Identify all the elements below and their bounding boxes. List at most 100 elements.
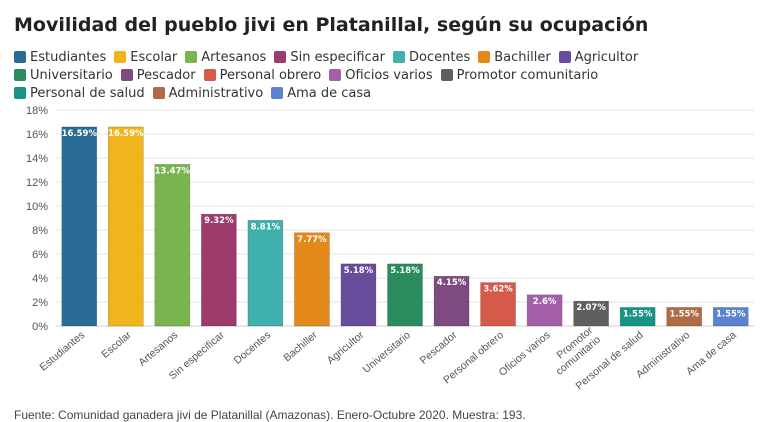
value-labels: 16.59% 16.59% 13.47% 9.32% 8.81% 7.77% 5.18% 5.… <box>62 129 746 319</box>
legend: Estudiantes Escolar Artesanos Sin especific… <box>14 49 714 101</box>
y-tick-label: 8% <box>32 225 48 237</box>
legend-swatch <box>271 87 284 99</box>
bar-sin-especificar[interactable] <box>201 213 237 327</box>
y-tick-label: 16% <box>26 129 48 141</box>
bar-pescador[interactable] <box>433 275 470 327</box>
legend-swatch <box>393 51 405 63</box>
value-label: 1.55% <box>716 309 746 319</box>
legend-swatch <box>558 51 571 63</box>
legend-item-artesanos[interactable]: Artesanos <box>185 49 266 65</box>
legend-item-escolar[interactable]: Escolar <box>114 49 177 65</box>
legend-label: Estudiantes <box>30 49 107 65</box>
bar-administrativo[interactable] <box>666 307 703 327</box>
legend-item-personal-de-salud[interactable]: Personal de salud <box>14 85 145 101</box>
legend-swatch <box>274 51 287 63</box>
legend-item-estudiantes[interactable]: Estudiantes <box>14 49 106 65</box>
legend-label: Personal obrero <box>219 67 322 83</box>
legend-label: Ama de casa <box>287 85 372 101</box>
legend-label: Promotor comunitario <box>456 67 599 83</box>
legend-swatch <box>440 69 453 81</box>
y-tick-label: 0% <box>32 321 48 333</box>
x-tick-label: Bachiller <box>281 329 320 364</box>
value-label: 13.47% <box>155 166 191 176</box>
legend-item-sin-especificar[interactable]: Sin especificar <box>274 49 385 65</box>
legend-item-oficios-varios[interactable]: Oficios varios <box>329 67 433 83</box>
value-label: 2.6% <box>533 297 557 307</box>
bar-ama-de-casa[interactable] <box>712 307 749 327</box>
y-tick-label: 2% <box>32 297 48 309</box>
legend-item-pescador[interactable]: Pescador <box>120 67 196 83</box>
legend-swatch <box>203 69 216 81</box>
legend-label: Sin especificar <box>290 49 385 65</box>
x-tick-label: Estudiantes <box>37 329 87 373</box>
value-label: 2.07% <box>576 303 606 313</box>
x-tick-label: Escolar <box>99 329 134 361</box>
value-label: 16.59% <box>108 129 144 139</box>
x-tick-label: Oficios varios <box>497 329 553 379</box>
legend-item-administrativo[interactable]: Administrativo <box>152 85 264 101</box>
legend-label: Artesanos <box>201 49 267 65</box>
value-label: 9.32% <box>204 216 234 226</box>
legend-item-personal-obrero[interactable]: Personal obrero <box>203 67 322 83</box>
x-tick-label: Universitario <box>361 329 414 376</box>
legend-swatch <box>478 51 491 63</box>
bar-agricultor[interactable] <box>340 263 377 327</box>
y-tick-label: 12% <box>26 177 48 189</box>
source-footnote: Fuente: Comunidad ganadera jivi de Plata… <box>14 408 526 422</box>
bar-promotor-comunitario[interactable] <box>573 300 609 327</box>
value-label: 7.77% <box>297 235 327 245</box>
value-label: 5.18% <box>390 266 420 276</box>
bar-oficios-varios[interactable] <box>526 294 563 327</box>
legend-item-docentes[interactable]: Docentes <box>393 49 470 65</box>
value-label: 5.18% <box>344 266 374 276</box>
value-label: 4.15% <box>437 278 467 288</box>
bar-personal-de-salud[interactable] <box>619 307 656 327</box>
bar-universitario[interactable] <box>387 263 423 327</box>
legend-swatch <box>14 69 26 81</box>
legend-label: Bachiller <box>494 49 551 65</box>
legend-label: Agricultor <box>574 49 639 65</box>
bar-artesanos[interactable] <box>154 164 191 327</box>
legend-label: Pescador <box>136 67 196 83</box>
bar-escolar[interactable] <box>108 126 144 327</box>
legend-swatch <box>329 69 342 81</box>
legend-swatch <box>114 51 127 63</box>
bar-personal-obrero[interactable] <box>480 282 516 327</box>
chart-title: Movilidad del pueblo jivi en Platanillal… <box>14 14 649 36</box>
y-tick-label: 14% <box>26 153 48 165</box>
legend-label: Administrativo <box>168 85 264 101</box>
value-label: 1.55% <box>623 309 653 319</box>
bar-docentes[interactable] <box>247 219 284 327</box>
legend-item-universitario[interactable]: Universitario <box>14 67 113 83</box>
bar-estudiantes[interactable] <box>61 126 98 327</box>
legend-label: Escolar <box>130 49 178 65</box>
y-tick-label: 10% <box>26 201 48 213</box>
y-tick-label: 18% <box>26 105 48 117</box>
value-label: 16.59% <box>62 129 98 139</box>
legend-item-promotor-comunitario[interactable]: Promotor comunitario <box>440 67 599 83</box>
legend-swatch <box>14 87 26 99</box>
x-tick-label: Agricultor <box>325 329 367 367</box>
bars <box>61 126 749 327</box>
bar-bachiller[interactable] <box>294 232 330 327</box>
x-tick-label: Docentes <box>232 329 274 367</box>
legend-swatch <box>152 87 165 99</box>
legend-item-ama-de-casa[interactable]: Ama de casa <box>271 85 371 101</box>
legend-label: Universitario <box>30 67 113 83</box>
x-tick-label: Artesanos <box>136 329 180 369</box>
legend-item-agricultor[interactable]: Agricultor <box>558 49 639 65</box>
legend-label: Personal de salud <box>30 85 145 101</box>
bar-chart: 0% 2% 4% 6% 8% 10% 12% 14% 16% 18% 16.59% 16.59% 13… <box>26 105 754 392</box>
legend-item-bachiller[interactable]: Bachiller <box>478 49 551 65</box>
value-label: 3.62% <box>483 285 513 295</box>
value-label: 8.81% <box>251 222 281 232</box>
legend-label: Oficios varios <box>345 67 433 83</box>
legend-swatch <box>120 69 133 81</box>
legend-swatch <box>185 51 198 63</box>
legend-swatch <box>14 51 26 63</box>
y-tick-label: 4% <box>32 273 48 285</box>
x-tick-label: Ama de casa <box>684 329 739 378</box>
value-label: 1.55% <box>669 309 699 319</box>
legend-label: Docentes <box>409 49 471 65</box>
y-tick-label: 6% <box>32 249 48 261</box>
